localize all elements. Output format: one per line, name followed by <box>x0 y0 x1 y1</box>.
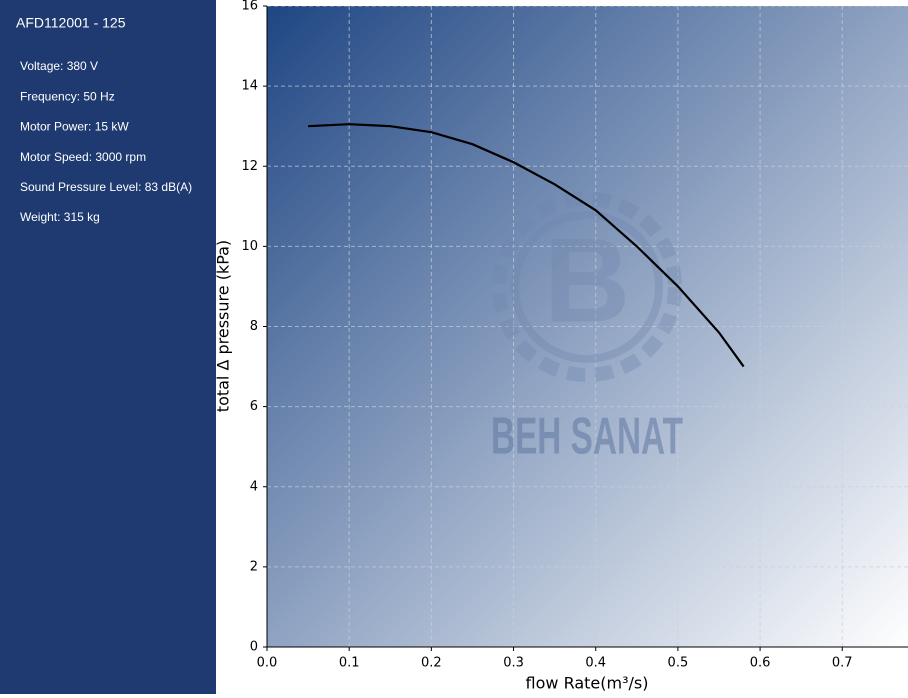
y-tick-label: 16 <box>241 0 258 14</box>
x-tick-label: 0.4 <box>585 656 606 671</box>
plot <box>308 123 745 368</box>
watermark: BEH SANAT <box>491 408 683 466</box>
x-tick-label: 0.1 <box>339 656 360 671</box>
y-tick-label: 8 <box>250 319 258 334</box>
y-axis-label: total Δ pressure (kPa) <box>214 240 233 412</box>
x-tick-label: 0.7 <box>832 656 853 671</box>
x-tick-label: 0.5 <box>668 656 689 671</box>
x-tick-label: 0.0 <box>257 656 278 671</box>
spec-item: Sound Pressure Level: 83 dB(A) <box>20 180 192 194</box>
y-tick-label: 4 <box>250 479 258 494</box>
curve <box>308 123 745 368</box>
watermark-logo: B <box>492 192 682 382</box>
x-axis-label: flow Rate(m³/s) <box>526 674 649 693</box>
spec-item: Frequency: 50 Hz <box>20 89 115 103</box>
x-tick-label: 0.6 <box>750 656 771 671</box>
y-tick-label: 14 <box>241 79 258 94</box>
y-tick-label: 12 <box>241 159 258 174</box>
spec-item: Weight: 315 kg <box>20 210 100 224</box>
y-tick-label: 6 <box>250 399 258 414</box>
spec-item: Voltage: 380 V <box>20 59 98 73</box>
sidebar <box>0 0 216 694</box>
spec-list: Voltage: 380 V Frequency: 50 Hz Motor Powe… <box>20 59 192 224</box>
svg-text:B: B <box>544 214 631 348</box>
sidebar-title: AFD112001 - 125 <box>16 15 126 31</box>
y-tick-label: 0 <box>250 640 258 655</box>
x-tick-label: 0.3 <box>503 656 524 671</box>
grid <box>267 6 908 647</box>
y-tick-label: 2 <box>250 559 258 574</box>
y-tick-label: 10 <box>241 239 258 254</box>
spec-item: Motor Power: 15 kW <box>20 120 129 134</box>
spec-item: Motor Speed: 3000 rpm <box>20 150 146 164</box>
x-tick-label: 0.2 <box>421 656 442 671</box>
